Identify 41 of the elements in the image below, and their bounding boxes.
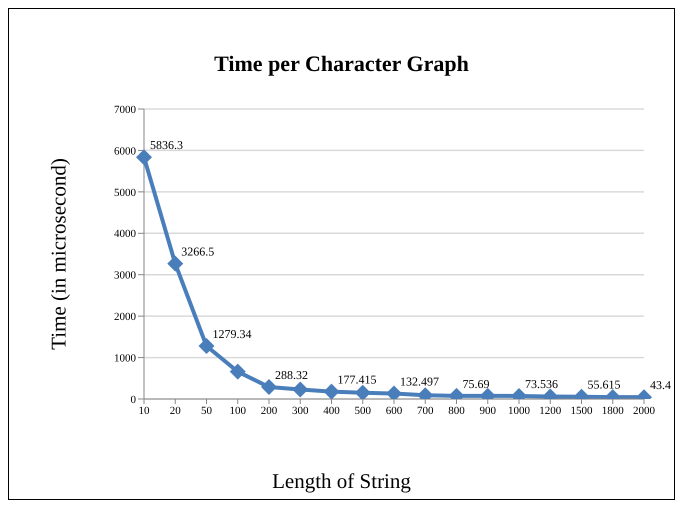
x-tick-label: 2000	[633, 404, 656, 417]
y-axis-title: Time (in microsecond)	[46, 158, 72, 350]
y-tick-label: 2000	[114, 311, 136, 324]
data-label: 177.415	[338, 372, 376, 387]
y-tick-label: 1000	[114, 352, 136, 364]
data-label: 3266.5	[181, 244, 214, 259]
y-tick-label: 6000	[114, 145, 136, 158]
chart-title: Time per Character Graph	[213, 51, 470, 77]
y-tick-label: 5000	[114, 186, 136, 199]
data-label: 43.4	[650, 378, 671, 392]
data-label: 132.497	[400, 374, 439, 389]
x-tick-label: 300	[292, 404, 309, 417]
y-tick-label: 0	[130, 394, 136, 406]
y-tick-label: 4000	[114, 228, 136, 240]
x-tick-label: 900	[480, 404, 496, 417]
point	[354, 384, 371, 399]
y-tick-label: 7000	[114, 104, 136, 116]
data-label: 55.615	[588, 378, 620, 392]
point	[136, 149, 152, 166]
x-tick-label: 400	[323, 404, 340, 417]
data-label: 5836.3	[150, 138, 183, 152]
x-tick-label: 1800	[602, 404, 624, 417]
x-tick-label: 20	[170, 404, 182, 417]
x-tick-label: 1000	[508, 404, 530, 417]
x-axis-title: Length of String	[271, 469, 412, 494]
data-label: 75.69	[462, 376, 490, 391]
x-tick-label: 700	[417, 404, 434, 417]
data-label: 73.536	[525, 376, 558, 391]
x-tick-label: 1500	[570, 404, 593, 417]
data-label: 1279.34	[212, 327, 252, 341]
x-tick-label: 50	[201, 404, 212, 417]
point	[167, 256, 184, 272]
x-tick-label: 200	[260, 404, 278, 417]
x-tick-label: 1200	[539, 404, 562, 417]
x-tick-label: 500	[354, 404, 372, 417]
x-tick-label: 800	[448, 404, 466, 417]
x-tick-label: 100	[230, 404, 246, 417]
x-tick-label: 600	[386, 404, 403, 417]
y-tick-label: 3000	[114, 270, 136, 282]
data-label: 288.32	[275, 368, 308, 382]
x-tick-label: 10	[138, 404, 150, 417]
